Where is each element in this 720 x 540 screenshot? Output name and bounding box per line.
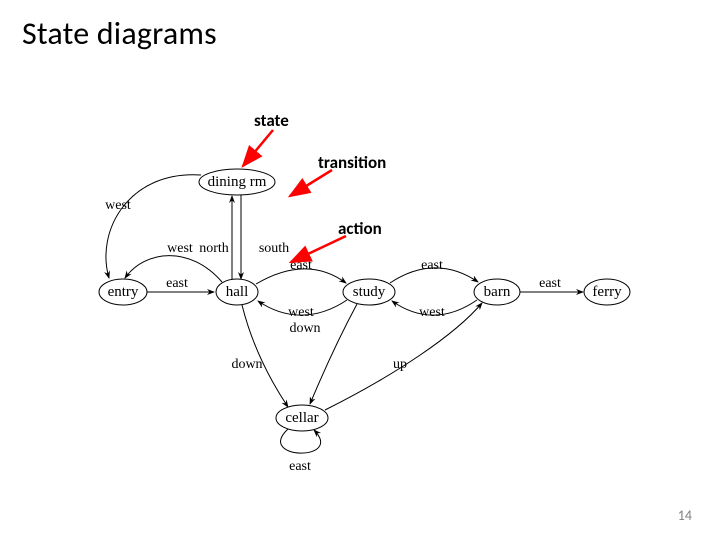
action-label-study-barn: east [421, 258, 443, 273]
action-label-dining-entry: west [105, 198, 131, 213]
state-label-entry: entry [108, 284, 139, 300]
page-number: 14 [678, 507, 692, 524]
annotation-state: state [254, 110, 289, 131]
edge-dining-entry [106, 175, 201, 278]
annotation-arrow-2 [291, 236, 346, 262]
action-label-dining-hall: south [259, 241, 289, 256]
action-label-entry-hall: east [166, 276, 188, 291]
state-label-study: study [353, 284, 386, 300]
action-label-study-cellar: down [289, 321, 320, 336]
state-label-hall: hall [226, 284, 249, 300]
state-diagram: dining rm entry hall study barn ferry cellar e… [0, 0, 720, 540]
action-label-cellar-barn: up [393, 357, 407, 372]
edge-cellar-cellar [281, 429, 321, 453]
annotation-arrow-1 [290, 170, 332, 196]
action-label-hall-entry: west [167, 241, 193, 256]
action-label-study-hall: west [288, 305, 314, 320]
action-label-cellar-cellar: east [289, 459, 311, 474]
action-label-hall-dining: north [199, 241, 229, 256]
edge-hall-cellar [242, 305, 288, 407]
state-label-barn: barn [484, 284, 511, 300]
state-label-dining: dining rm [208, 174, 267, 190]
edge-study-cellar [310, 304, 357, 404]
slide: { "title": "State diagrams", "page_numbe… [0, 0, 720, 540]
action-label-hall-cellar: down [231, 357, 262, 372]
annotation-arrow-0 [243, 130, 273, 166]
annotation-transition: transition [318, 152, 386, 173]
action-label-barn-study: west [419, 305, 445, 320]
action-label-barn-ferry: east [539, 276, 561, 291]
state-label-ferry: ferry [592, 284, 622, 300]
state-label-cellar: cellar [285, 410, 318, 426]
annotation-action: action [338, 218, 382, 239]
